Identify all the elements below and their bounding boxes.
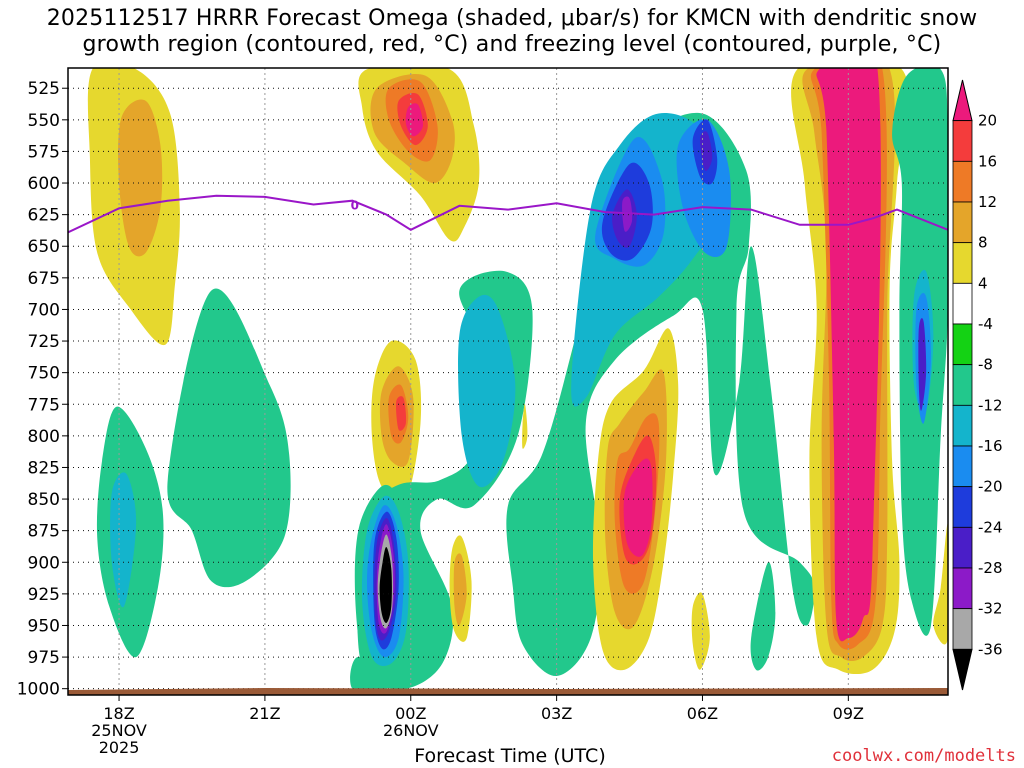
y-tick-label-525: 525 (28, 79, 60, 99)
colorbar-label-8: 8 (978, 234, 988, 252)
x-tick-label-03Z: 03Z (541, 704, 572, 723)
colorbar-bin-1 (952, 120, 973, 162)
omega-region-13 (395, 396, 407, 431)
x-tick-label-09Z: 09Z (833, 704, 864, 723)
colorbar-bin-6 (952, 323, 973, 366)
colorbar-label--32: -32 (978, 600, 1003, 618)
y-tick-label-550: 550 (28, 111, 60, 131)
y-tick-label-600: 600 (28, 174, 60, 194)
colorbar-label--28: -28 (978, 559, 1003, 577)
x-tick-date-00Z: 26NOV (383, 721, 439, 740)
colorbar-bin-11 (952, 526, 973, 569)
y-tick-label-575: 575 (28, 142, 60, 162)
y-tick-label-725: 725 (28, 332, 60, 352)
colorbar-label--4: -4 (978, 315, 993, 333)
omega-region-1 (118, 99, 163, 257)
x-tick-label-21Z: 21Z (249, 704, 280, 723)
x-tick-label-00Z: 00Z (395, 704, 426, 723)
x-tick-date-18Z: 25NOV (91, 721, 147, 740)
omega-region-40 (522, 404, 528, 449)
y-tick-label-625: 625 (28, 206, 60, 226)
omega-region-18 (676, 119, 731, 258)
freezing-level-line (68, 194, 948, 234)
colorbar-label-4: 4 (978, 274, 988, 292)
y-tick-label-850: 850 (28, 490, 60, 510)
omega-region-39 (691, 592, 710, 670)
chart-title-line2: growth region (contoured, red, °C) and f… (82, 32, 942, 57)
colorbar-bin-10 (952, 486, 973, 528)
colorbar-bin-12 (952, 567, 973, 610)
x-tick-label-18Z: 18Z (103, 704, 134, 723)
x-axis-title: Forecast Time (UTC) (414, 745, 606, 767)
colorbar-bin-4 (952, 242, 973, 284)
y-tick-label-875: 875 (28, 522, 60, 542)
colorbar-label--24: -24 (978, 518, 1003, 536)
plot-frame (67, 67, 949, 696)
omega-region-38 (933, 523, 948, 645)
colorbar-label-20: 20 (978, 112, 997, 130)
colorbar-bin-5 (952, 282, 973, 325)
freezing-level-label: 0 (351, 199, 359, 213)
y-tick-label-700: 700 (28, 300, 60, 320)
omega-region-42 (453, 553, 467, 626)
y-tick-label-825: 825 (28, 458, 60, 478)
colorbar-label--36: -36 (978, 640, 1003, 658)
omega-region-43 (750, 561, 776, 671)
y-tick-label-800: 800 (28, 427, 60, 447)
y-tick-label-775: 775 (28, 395, 60, 415)
x-tick-label-06Z: 06Z (687, 704, 718, 723)
y-tick-label-900: 900 (28, 553, 60, 573)
colorbar-label--12: -12 (978, 396, 1003, 414)
y-tick-label-925: 925 (28, 585, 60, 605)
colorbar-label--8: -8 (978, 356, 993, 374)
colorbar-bin-13 (952, 608, 973, 650)
y-tick-label-675: 675 (28, 269, 60, 289)
colorbar-bin-8 (952, 404, 973, 447)
terrain-strip (68, 688, 948, 695)
colorbar-bin-7 (952, 364, 973, 406)
colorbar-bin-top (952, 79, 973, 122)
colorbar-label-12: 12 (978, 193, 997, 211)
omega-core-7 (379, 547, 392, 624)
chart-title-line1: 2025112517 HRRR Forecast Omega (shaded, … (46, 6, 978, 31)
y-tick-label-650: 650 (28, 237, 60, 257)
y-tick-label-1000: 1000 (17, 680, 60, 700)
omega-region-16 (506, 112, 815, 677)
omega-region-9 (405, 103, 424, 137)
omega-region-29 (623, 458, 653, 557)
omega-region-15 (458, 294, 516, 488)
y-tick-label-950: 950 (28, 616, 60, 636)
omega-region-37 (918, 318, 927, 411)
omega-region-4 (167, 288, 291, 588)
y-tick-label-975: 975 (28, 648, 60, 668)
colorbar-bin-bottom (952, 648, 973, 691)
chart-title: 2025112517 HRRR Forecast Omega (shaded, … (0, 6, 1024, 58)
x-tick-year-18Z: 2025 (99, 738, 140, 757)
colorbar-bin-9 (952, 445, 973, 488)
omega-region-3 (110, 472, 137, 608)
colorbar-label--20: -20 (978, 478, 1003, 496)
colorbar-label-16: 16 (978, 152, 997, 170)
omega-region-24 (699, 131, 713, 172)
colorbar-bin-2 (952, 160, 973, 203)
y-tick-label-750: 750 (28, 364, 60, 384)
colorbar: 20 16 12 8 4 -4 -8 -12 -16 -20 -24 -28 -32 -36 (952, 79, 1003, 691)
colorbar-bin-3 (952, 201, 973, 244)
colorbar-label--16: -16 (978, 437, 1003, 455)
credit-link[interactable]: coolwx.com/modelts (831, 746, 1016, 766)
plot-area: 0 (68, 68, 948, 695)
